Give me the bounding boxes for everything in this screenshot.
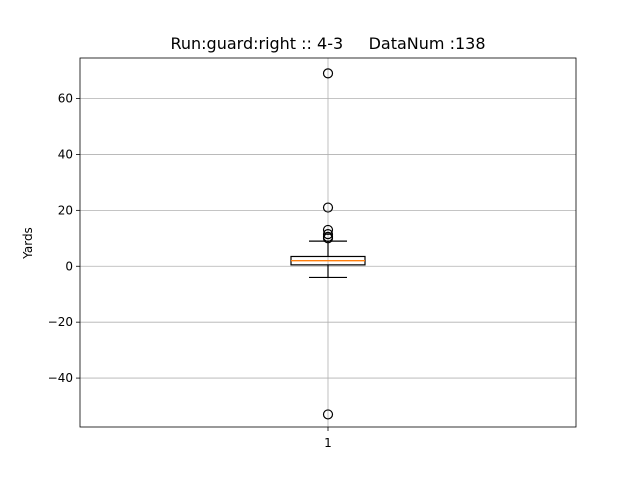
outlier-point — [322, 202, 334, 213]
outlier-point — [322, 409, 334, 420]
outlier-point — [322, 224, 334, 236]
y-tick-label: 60 — [58, 92, 73, 106]
outlier-point — [322, 229, 334, 240]
chart-title: Run:guard:right :: 4-3 DataNum :138 — [170, 34, 485, 53]
y-tick-label: 0 — [65, 259, 73, 273]
y-tick-label: −20 — [48, 315, 73, 329]
outlier-point — [322, 233, 334, 244]
y-axis-label: Yards — [21, 227, 35, 260]
axes-frame — [79, 57, 577, 428]
y-tick-label: 40 — [58, 147, 73, 161]
y-tick-label: −40 — [48, 371, 73, 385]
y-tick-label: 20 — [58, 203, 73, 217]
plot-area: −40 −20 0 20 40 60 1 — [48, 57, 577, 450]
outlier-point — [322, 68, 334, 79]
x-tick-label: 1 — [324, 436, 332, 450]
